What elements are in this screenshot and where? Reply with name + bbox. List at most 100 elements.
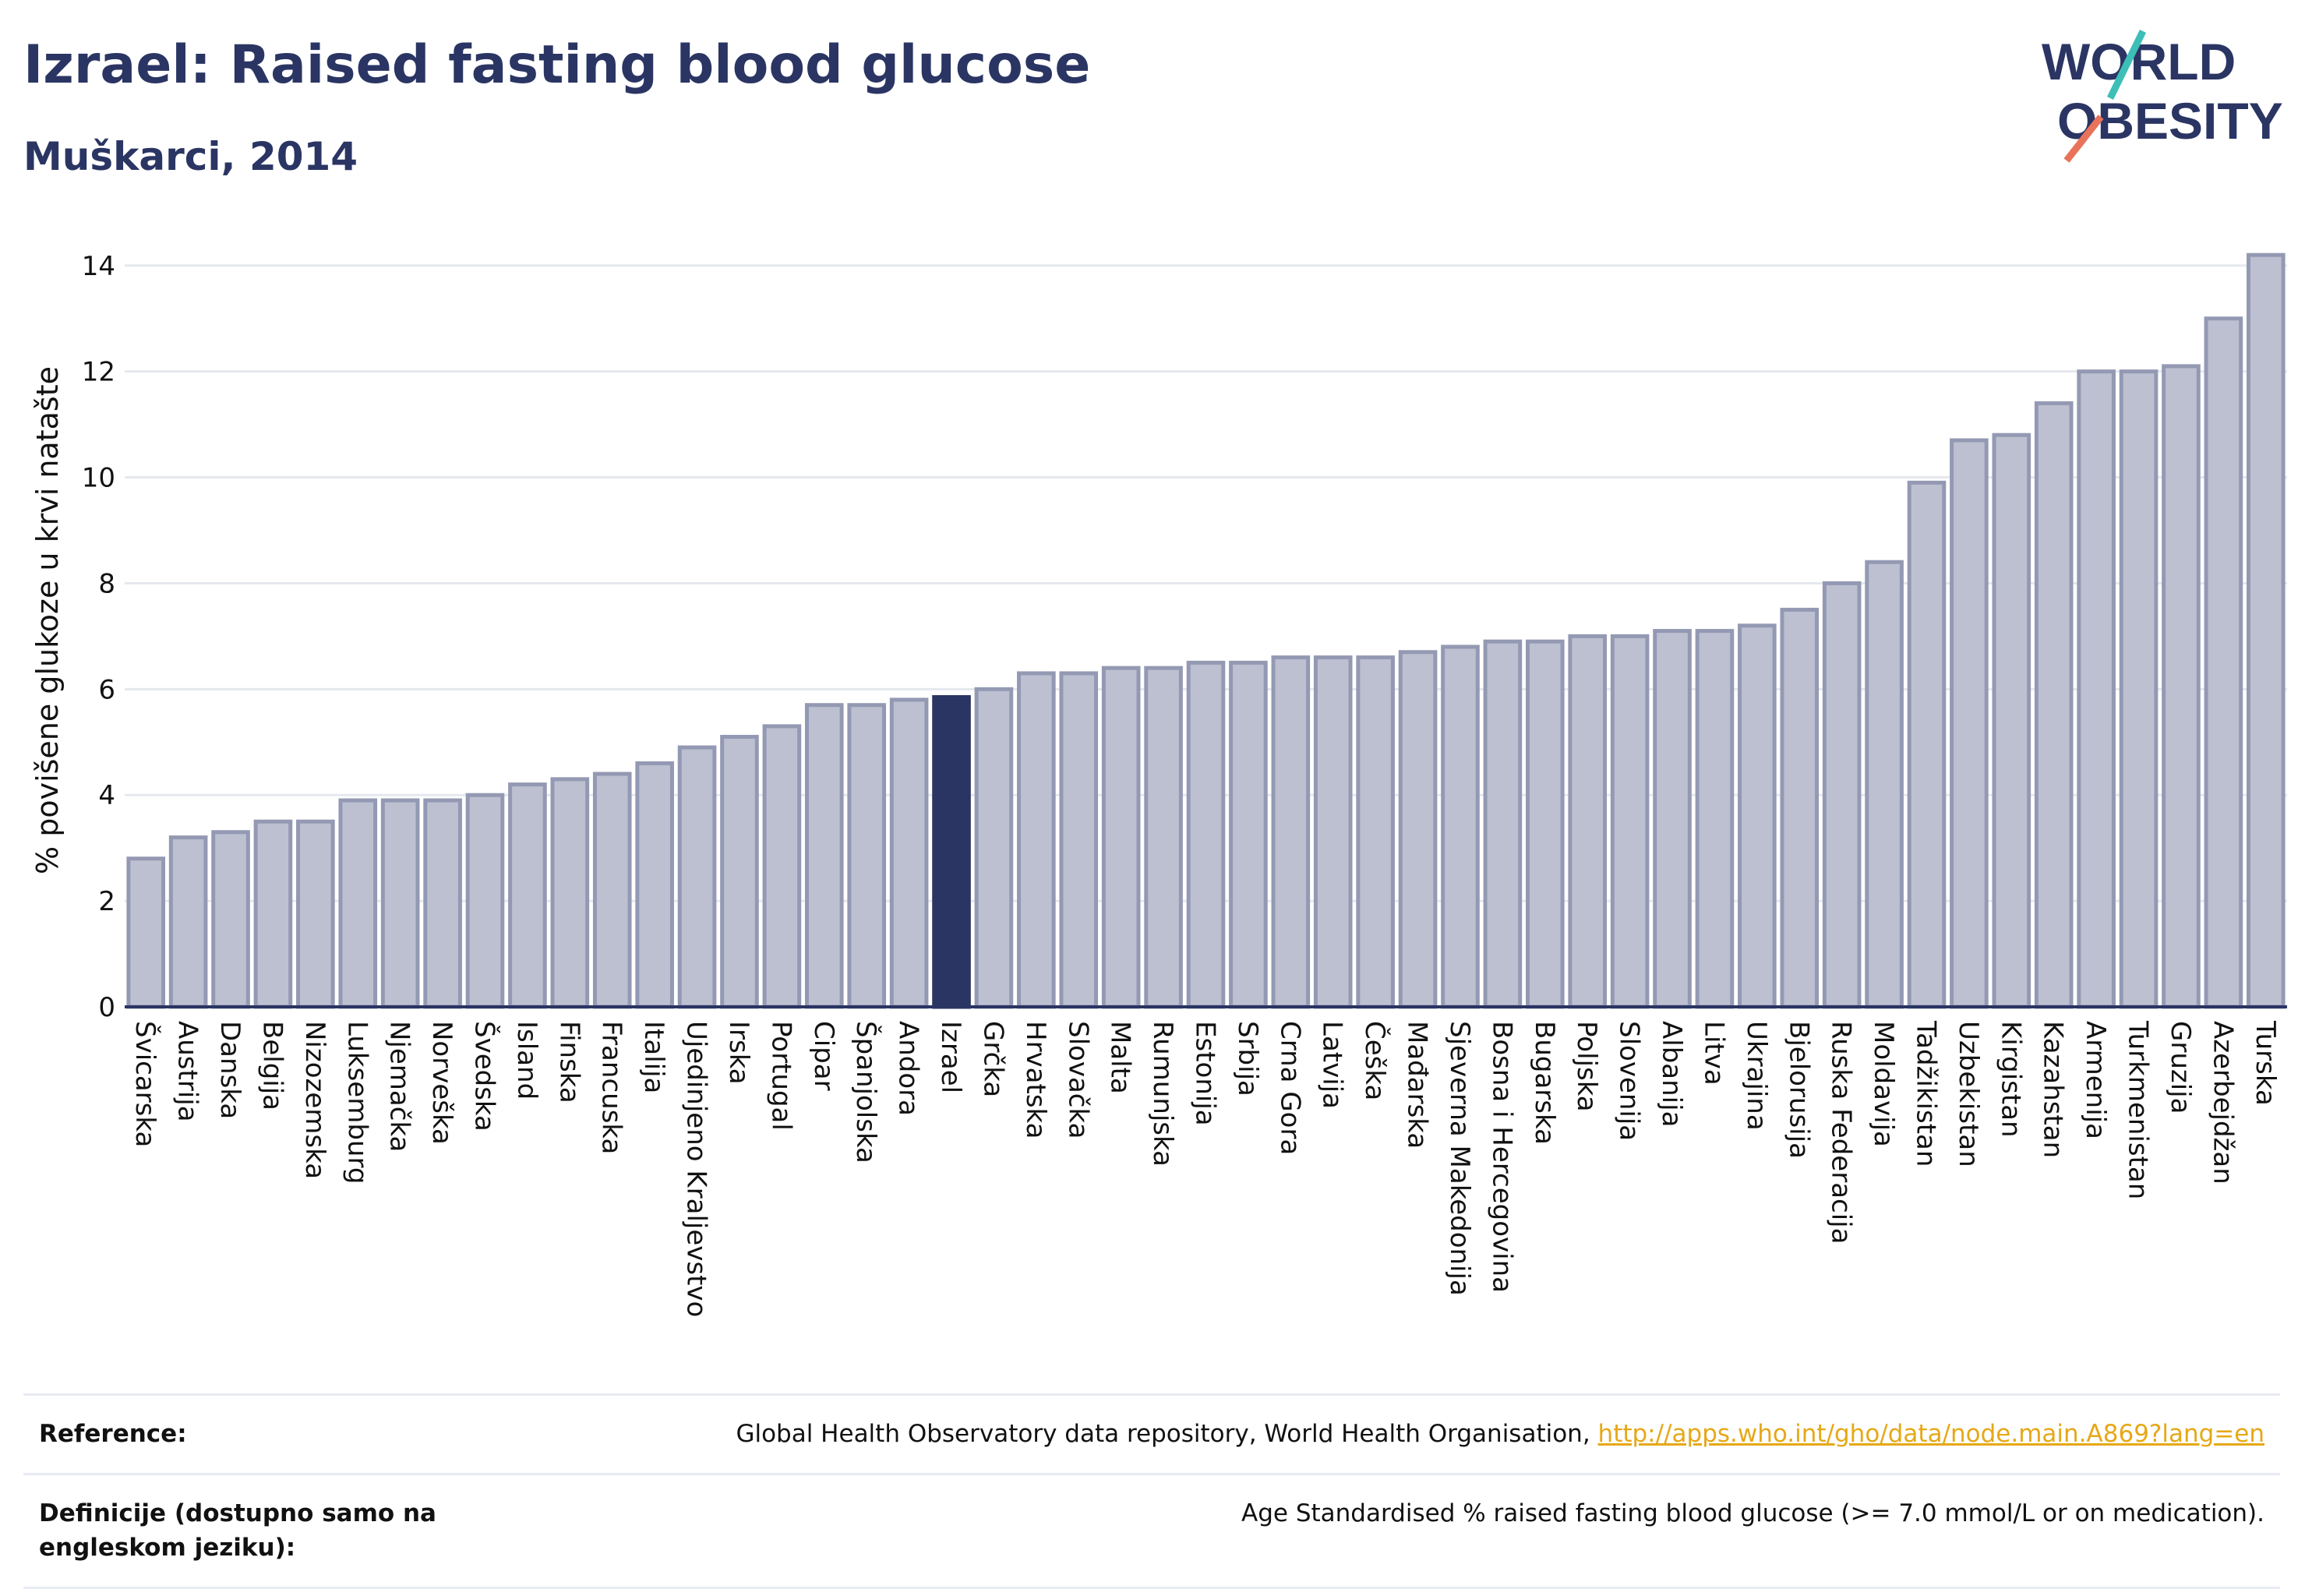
bar (974, 687, 1014, 1009)
x-tick-label: Sjeverna Makedonija (1444, 1021, 1475, 1296)
bar (1865, 560, 1904, 1009)
x-tick-label: Švicarska (129, 1021, 161, 1147)
x-tick-label: Češka (1359, 1021, 1391, 1100)
bar-highlight (932, 695, 971, 1009)
x-tick-label: Turska (2250, 1020, 2281, 1106)
x-tick-label: Italija (638, 1021, 669, 1093)
bar (253, 819, 293, 1009)
bar (1525, 639, 1565, 1009)
bar (1780, 607, 1820, 1009)
y-tick-label: 14 (82, 251, 115, 282)
x-tick-label: Bjelorusija (1783, 1021, 1814, 1159)
footer-table: Reference: Global Health Observatory dat… (23, 1393, 2280, 1590)
reference-row: Reference: Global Health Observatory dat… (23, 1393, 2280, 1473)
bar (677, 745, 717, 1009)
bar (1186, 660, 1226, 1009)
x-tick-label: Francuska (596, 1021, 627, 1154)
x-tick-label: Litva (1698, 1021, 1729, 1086)
y-tick-label: 4 (98, 780, 115, 811)
page-subtitle: Muškarci, 2014 (23, 134, 358, 179)
bar (1907, 480, 1947, 1009)
bar (1653, 629, 1692, 1009)
x-tick-label: Danska (214, 1021, 245, 1119)
x-tick-label: Grčka (977, 1021, 1008, 1097)
bar (720, 734, 759, 1009)
bar (1992, 433, 2031, 1009)
bar (1738, 623, 1777, 1009)
bar (762, 724, 802, 1009)
chart-bars (126, 252, 2286, 1009)
x-tick-label: Finska (553, 1021, 584, 1103)
bar (1144, 666, 1183, 1009)
x-tick-label: Armenija (2080, 1021, 2111, 1139)
x-tick-label: Slovačka (1062, 1021, 1093, 1139)
definition-value: Age Standardised % raised fasting blood … (1241, 1499, 2264, 1528)
bar (1398, 650, 1438, 1009)
y-tick-label: 0 (98, 992, 115, 1023)
reference-link[interactable]: http://apps.who.int/gho/data/node.main.A… (1597, 1420, 2264, 1448)
y-tick-label: 2 (98, 886, 115, 917)
x-tick-label: Bosna i Hercegovina (1486, 1021, 1517, 1293)
x-tick-label: Turkmenistan (2123, 1020, 2154, 1199)
y-axis-label: % povišene glukoze u krvi natašte (30, 366, 65, 874)
x-tick-label: Norveška (426, 1021, 457, 1145)
bar (338, 798, 378, 1009)
bar (2077, 369, 2116, 1009)
x-tick-label: Nizozemska (299, 1021, 330, 1179)
bar (1610, 634, 1650, 1009)
bar (508, 782, 547, 1009)
bar (1568, 634, 1608, 1009)
bar (2162, 364, 2201, 1009)
x-tick-label: Uzbekistan (1953, 1021, 1984, 1167)
x-tick-label: Albanija (1656, 1021, 1687, 1127)
x-tick-label: Ruska Federacija (1826, 1021, 1857, 1244)
x-axis-labels: Švicarska Austrija Danska Belgija Nizozemska… (129, 1020, 2281, 1317)
definition-label: Definicije (dostupno samo na engleskom j… (39, 1499, 436, 1562)
bar (1271, 655, 1311, 1009)
bar (1483, 639, 1523, 1009)
x-tick-label: Njemačka (384, 1021, 415, 1152)
bar-chart: 0 2 4 6 8 10 12 14 Švicarska Austrija Danska Belgi… (30, 251, 2287, 1317)
y-tick-label: 6 (98, 674, 115, 705)
y-tick-label: 10 (82, 463, 115, 494)
x-tick-label: Mađarska (1402, 1021, 1433, 1149)
reference-value: Global Health Observatory data repositor… (736, 1418, 2264, 1451)
bar (465, 793, 505, 1009)
page-title: Izrael: Raised fasting blood glucose (23, 34, 1091, 96)
x-tick-label: Estonija (1190, 1021, 1221, 1126)
x-tick-label: Moldavija (1868, 1021, 1899, 1147)
bar (1356, 655, 1395, 1009)
x-tick-label: Gruzija (2165, 1021, 2196, 1114)
bar (1695, 629, 1735, 1009)
x-tick-label: Irska (723, 1021, 754, 1085)
bar (1950, 438, 1989, 1009)
bar (211, 830, 250, 1009)
bar (847, 703, 887, 1009)
x-tick-label: Hrvatska (1020, 1021, 1051, 1139)
reference-label: Reference: (39, 1420, 187, 1448)
x-tick-label: Azerbejdžan (2207, 1021, 2238, 1185)
logo-coral-slash (2063, 115, 2104, 163)
x-tick-label: Andora (893, 1021, 924, 1116)
bar (1441, 644, 1480, 1009)
bar (1017, 671, 1056, 1009)
bar (126, 856, 166, 1009)
x-tick-label: Izrael (935, 1021, 966, 1093)
x-tick-label: Portugal (765, 1021, 796, 1131)
bar (1229, 660, 1268, 1009)
y-tick-label: 12 (82, 357, 115, 388)
bar (1822, 581, 1862, 1009)
bar (2246, 252, 2286, 1009)
x-tick-label: Rumunjska (1147, 1021, 1178, 1167)
x-tick-label: Kazahstan (2038, 1021, 2069, 1158)
reference-text: Global Health Observatory data repositor… (736, 1420, 1590, 1448)
logo-teal-slash (2106, 30, 2147, 100)
x-tick-label: Kirgistan (1995, 1021, 2026, 1138)
x-tick-label: Belgija (256, 1021, 288, 1110)
x-tick-label: Island (511, 1021, 542, 1100)
x-tick-label: Austrija (172, 1021, 203, 1122)
bar (889, 697, 929, 1009)
x-tick-label: Švedska (469, 1021, 501, 1132)
bar (804, 703, 844, 1009)
definition-row: Definicije (dostupno samo na engleskom j… (23, 1473, 2280, 1590)
